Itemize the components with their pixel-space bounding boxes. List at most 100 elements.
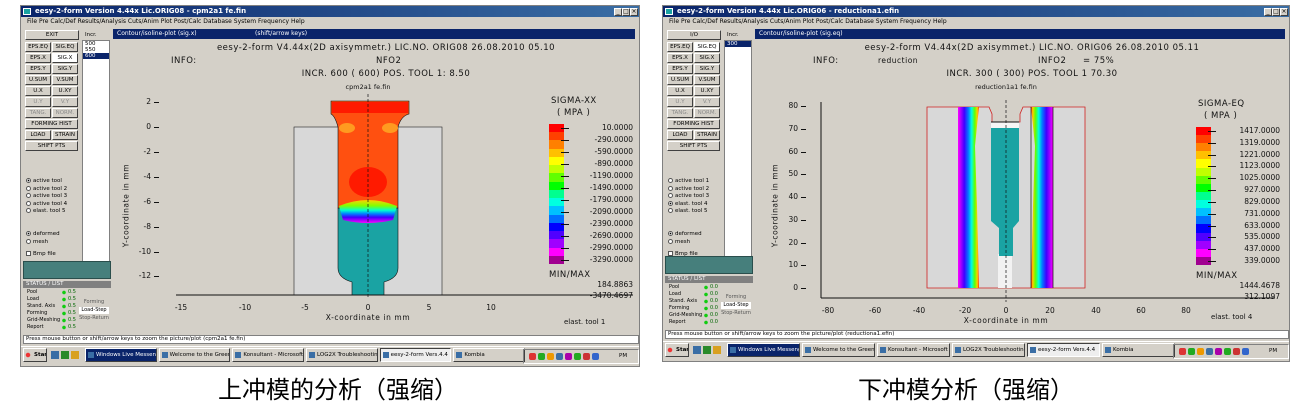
tray-icon[interactable]	[538, 353, 545, 360]
load-button[interactable]: LOAD	[25, 130, 51, 140]
result-button-uy[interactable]: U.Y	[667, 97, 693, 107]
quick-launch-icon[interactable]	[71, 351, 79, 359]
radio-indicator[interactable]	[26, 193, 31, 198]
result-button-uy[interactable]: U.Y	[25, 97, 51, 107]
quick-launch-icon[interactable]	[703, 346, 711, 354]
radio-indicator[interactable]	[26, 231, 31, 236]
quick-launch-icon[interactable]	[713, 346, 721, 354]
radio-indicator[interactable]	[668, 238, 673, 244]
result-button-sigy[interactable]: SIG.Y	[52, 64, 78, 74]
radio-indicator[interactable]	[668, 231, 673, 236]
tray-icon[interactable]	[1242, 348, 1249, 355]
maximize-button[interactable]: □	[1272, 8, 1280, 16]
result-button-epsx[interactable]: EPS.X	[25, 53, 51, 63]
window-title-bar[interactable]: eesy-2-form Version 4.44x Lic.ORIG08 - c…	[21, 6, 639, 17]
result-button-vsum[interactable]: V.SUM	[52, 75, 78, 85]
tray-icon[interactable]	[574, 353, 581, 360]
plot-window-title[interactable]: Contour/isoline-plot (sig.x)	[113, 29, 635, 39]
tool-radio[interactable]: active tool 3	[26, 193, 67, 200]
tray-icon[interactable]	[592, 353, 599, 360]
result-button-sigx[interactable]: SIG.X	[694, 53, 720, 63]
quick-launch-icon[interactable]	[693, 346, 701, 354]
radio-indicator[interactable]	[668, 208, 673, 213]
tool-radio[interactable]: elast. tool 5	[26, 208, 65, 215]
close-button[interactable]: ×	[1280, 8, 1288, 16]
taskbar-item[interactable]: LOG2X Troubleshooting	[306, 348, 378, 362]
status-side-item[interactable]: Forming	[83, 299, 105, 305]
tray-icon[interactable]	[1233, 348, 1240, 355]
result-button-vy[interactable]: V.Y	[52, 97, 78, 107]
tool-radio[interactable]: active tool	[26, 178, 62, 185]
tool-radio[interactable]: active tool 1	[668, 178, 709, 185]
strain-button[interactable]: STRAIN	[694, 130, 720, 140]
result-button-epsy[interactable]: EPS.Y	[667, 64, 693, 74]
radio-indicator[interactable]	[26, 208, 31, 213]
radio-indicator[interactable]	[668, 178, 673, 183]
taskbar-item[interactable]: Kombia	[1102, 343, 1175, 357]
tray-icon[interactable]	[565, 353, 572, 360]
taskbar-item[interactable]: Windows Live Messenger	[85, 348, 157, 362]
minimize-button[interactable]: _	[1264, 8, 1272, 16]
taskbar-item[interactable]: eesy-2-form Vers.4.4	[1027, 343, 1100, 357]
tool-radio[interactable]: active tool 2	[668, 185, 709, 193]
taskbar-item[interactable]: Welcome to the Green	[158, 348, 231, 362]
radio-indicator[interactable]	[668, 200, 673, 206]
load-button[interactable]: LOAD	[667, 130, 693, 140]
radio-indicator[interactable]	[668, 193, 673, 198]
increment-list[interactable]: 500 550 600	[82, 40, 110, 274]
result-button-uxy[interactable]: U.XY	[52, 86, 78, 96]
tool-radio[interactable]: elast. tool 5	[668, 208, 707, 215]
taskbar-item[interactable]: Welcome to the Green	[802, 343, 875, 357]
tray-icon[interactable]	[583, 353, 590, 360]
start-button[interactable]: Start	[23, 348, 47, 362]
menu-bar[interactable]: File Pre Calc/Def Results/Analysis Cuts/…	[669, 18, 947, 25]
result-button-epseq[interactable]: EPS.EQ	[667, 42, 693, 52]
result-button-vsum[interactable]: V.SUM	[694, 75, 720, 85]
result-button-epsy[interactable]: EPS.Y	[25, 64, 51, 74]
top-button[interactable]: EXIT	[25, 30, 79, 40]
result-button-vy[interactable]: V.Y	[694, 97, 720, 107]
result-button-sigx[interactable]: SIG.X	[52, 53, 78, 63]
tray-icon[interactable]	[1188, 348, 1195, 355]
shift-points-button[interactable]: SHIFT PTS	[667, 141, 720, 151]
status-side-item[interactable]: Stop-Return	[79, 315, 109, 321]
bmp-file-checkbox[interactable]: Bmp file	[668, 251, 698, 258]
display-radio[interactable]: mesh	[26, 238, 48, 246]
plot-window-title[interactable]: Contour/isoline-plot (sig.eq)	[755, 29, 1285, 39]
bmp-file-checkbox[interactable]: Bmp file	[26, 251, 56, 258]
status-side-item[interactable]: Stop-Return	[721, 310, 751, 316]
start-button[interactable]: Start	[665, 343, 689, 357]
forming-history-button[interactable]: FORMING HIST	[25, 119, 78, 129]
result-button-usum[interactable]: U.SUM	[667, 75, 693, 85]
status-side-item[interactable]: Load-Step	[79, 307, 109, 314]
minimize-button[interactable]: _	[614, 8, 622, 16]
result-button-sigeq[interactable]: SIG.EQ	[52, 42, 78, 52]
strain-button[interactable]: STRAIN	[52, 130, 78, 140]
result-button-tang[interactable]: TANG.	[667, 108, 693, 118]
result-button-norm[interactable]: NORM.	[694, 108, 720, 118]
radio-indicator[interactable]	[26, 185, 31, 191]
increment-list-item[interactable]: 600	[83, 53, 109, 59]
result-button-epsx[interactable]: EPS.X	[667, 53, 693, 63]
result-button-uxy[interactable]: U.XY	[694, 86, 720, 96]
taskbar-item[interactable]: eesy-2-form Vers.4.4	[379, 348, 452, 362]
radio-indicator[interactable]	[26, 178, 31, 183]
tray-icon[interactable]	[547, 353, 554, 360]
result-button-ux[interactable]: U.X	[667, 86, 693, 96]
top-button[interactable]: I/O	[667, 30, 721, 40]
shift-points-button[interactable]: SHIFT PTS	[25, 141, 78, 151]
tray-icon[interactable]	[1215, 348, 1222, 355]
taskbar-item[interactable]: LOG2X Troubleshooting	[952, 343, 1025, 357]
display-radio[interactable]: deformed	[668, 231, 702, 238]
checkbox-box[interactable]	[668, 251, 673, 256]
tool-radio[interactable]: active tool 2	[26, 185, 67, 193]
tray-icon[interactable]	[556, 353, 563, 360]
increment-list-item[interactable]: 300	[725, 41, 751, 47]
close-button[interactable]: ×	[630, 8, 638, 16]
display-radio[interactable]: deformed	[26, 231, 60, 238]
tray-icon[interactable]	[1224, 348, 1231, 355]
tray-icon[interactable]	[1197, 348, 1204, 355]
radio-indicator[interactable]	[26, 238, 31, 244]
increment-list[interactable]: 300	[724, 40, 752, 269]
increment-list-item[interactable]: 500	[85, 41, 96, 47]
